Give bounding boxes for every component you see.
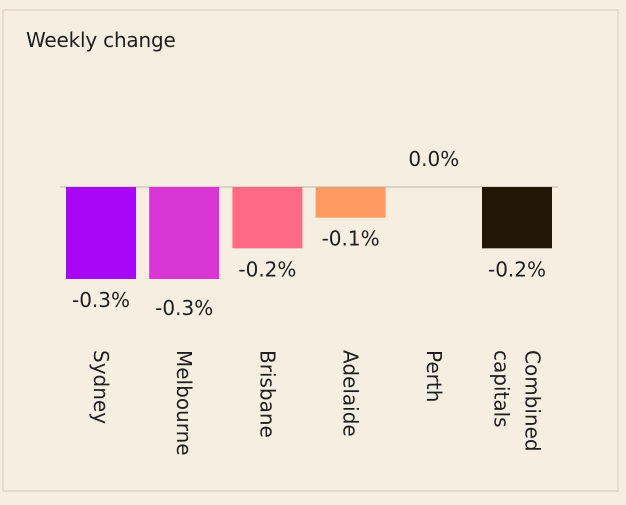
category-label: Combined: [521, 350, 545, 452]
value-label: -0.2%: [238, 257, 296, 281]
bar: [315, 187, 386, 218]
bar: [66, 187, 136, 279]
bar: [482, 187, 552, 249]
value-label: 0.0%: [408, 147, 459, 171]
value-label: -0.3%: [155, 296, 213, 320]
chart-title: Weekly change: [26, 28, 176, 52]
category-label: capitals: [490, 350, 514, 428]
category-label: Adelaide: [339, 350, 363, 437]
category-label: Sydney: [89, 350, 113, 424]
bar: [232, 187, 303, 249]
value-label: -0.2%: [488, 257, 546, 281]
value-label: -0.1%: [322, 227, 380, 251]
category-label: Brisbane: [255, 350, 279, 438]
bar: [149, 187, 220, 279]
category-label: Melbourne: [172, 350, 196, 456]
category-label: Perth: [422, 350, 446, 402]
value-label: -0.3%: [72, 288, 130, 312]
